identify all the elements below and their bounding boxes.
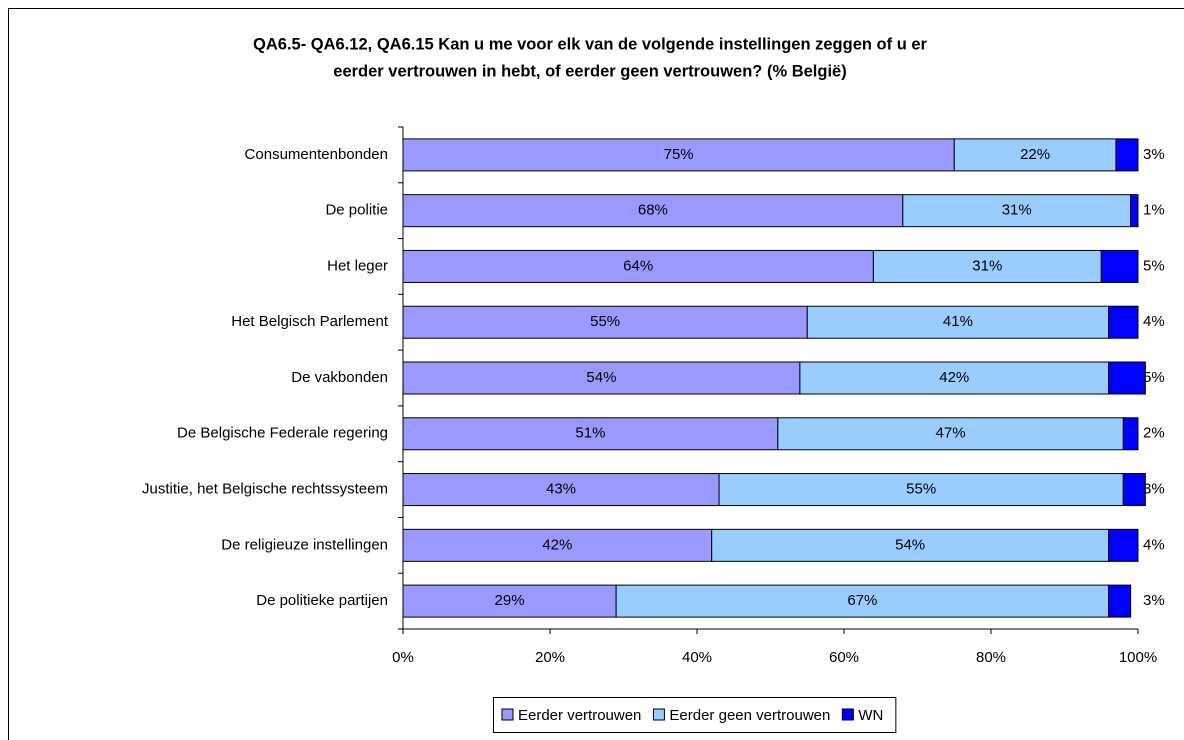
bar-segment [902, 194, 1132, 228]
y-tick-label: De vakbonden [291, 369, 388, 386]
data-label: 5% [1143, 369, 1165, 386]
legend-swatch [841, 708, 854, 721]
bar-segment [402, 417, 779, 451]
bar-segment [1108, 528, 1139, 562]
bar-segment [402, 138, 955, 172]
y-tick-label: Consumentenbonden [245, 146, 388, 163]
data-label: 42% [939, 369, 969, 386]
data-label: 3% [1143, 146, 1165, 163]
data-label: 47% [936, 425, 966, 442]
bar-segment [402, 528, 713, 562]
data-label: 4% [1143, 536, 1165, 553]
bar-segment [615, 584, 1110, 618]
data-label: 4% [1143, 313, 1165, 330]
legend-frame [493, 697, 897, 733]
y-tick-label: De religieuze instellingen [221, 536, 388, 553]
bar-segment [1108, 361, 1146, 395]
bar-segment [1130, 194, 1139, 228]
bar-segment [402, 361, 801, 395]
data-label: 31% [1002, 202, 1032, 219]
chart-title: QA6.5- QA6.12, QA6.15 Kan u me voor elk … [253, 35, 928, 53]
data-label: 67% [847, 592, 877, 609]
bar-segment [1122, 473, 1146, 507]
legend-swatch [501, 708, 514, 721]
bar-segment [872, 249, 1102, 283]
data-label: 43% [546, 481, 576, 498]
bar-segment [402, 584, 617, 618]
data-label: 54% [586, 369, 616, 386]
legend-label: Eerder geen vertrouwen [669, 707, 830, 724]
bar-segment [806, 305, 1110, 339]
bar-segment [711, 528, 1110, 562]
data-label: 68% [638, 202, 668, 219]
bar-segment [777, 417, 1124, 451]
data-label: 31% [972, 257, 1002, 274]
bar-segment [1115, 138, 1139, 172]
chart-title: eerder vertrouwen in hebt, of eerder gee… [333, 62, 846, 80]
x-tick-label: 0% [392, 649, 414, 666]
data-label: 2% [1143, 425, 1165, 442]
y-tick-label: Het leger [327, 257, 388, 274]
legend-label: Eerder vertrouwen [518, 707, 641, 724]
data-label: 55% [590, 313, 620, 330]
x-tick-label: 100% [1119, 649, 1157, 666]
y-tick-label: Justitie, het Belgische rechtssysteem [142, 481, 388, 498]
data-label: 1% [1143, 202, 1165, 219]
bar-segment [1100, 249, 1139, 283]
chart-frame [8, 8, 1184, 740]
bar-segment [1108, 584, 1132, 618]
data-label: 42% [542, 536, 572, 553]
bar-segment [402, 305, 808, 339]
legend-swatch [652, 708, 665, 721]
data-label: 55% [906, 481, 936, 498]
bar-segment [402, 249, 874, 283]
data-label: 29% [495, 592, 525, 609]
x-tick-label: 40% [682, 649, 712, 666]
bar-segment [1122, 417, 1139, 451]
bar-segment [1108, 305, 1139, 339]
data-label: 3% [1143, 481, 1165, 498]
data-label: 3% [1143, 592, 1165, 609]
legend-label: WN [858, 707, 883, 724]
bar-segment [718, 473, 1124, 507]
data-label: 54% [895, 536, 925, 553]
y-tick-label: De Belgische Federale regering [177, 425, 388, 442]
data-label: 41% [943, 313, 973, 330]
bar-segment [402, 473, 720, 507]
bar-segment [953, 138, 1117, 172]
data-label: 51% [575, 425, 605, 442]
bar-segment [799, 361, 1110, 395]
y-tick-label: Het Belgisch Parlement [231, 313, 389, 330]
data-label: 5% [1143, 257, 1165, 274]
x-tick-label: 60% [829, 649, 859, 666]
legend: Eerder vertrouwen Eerder geen vertrouwen W… [493, 697, 897, 733]
data-label: 75% [664, 146, 694, 163]
bar-segment [402, 194, 904, 228]
data-label: 22% [1020, 146, 1050, 163]
data-label: 64% [623, 257, 653, 274]
y-tick-label: De politie [325, 202, 388, 219]
y-tick-label: De politieke partijen [256, 592, 388, 609]
x-tick-label: 20% [535, 649, 565, 666]
x-tick-label: 80% [976, 649, 1006, 666]
